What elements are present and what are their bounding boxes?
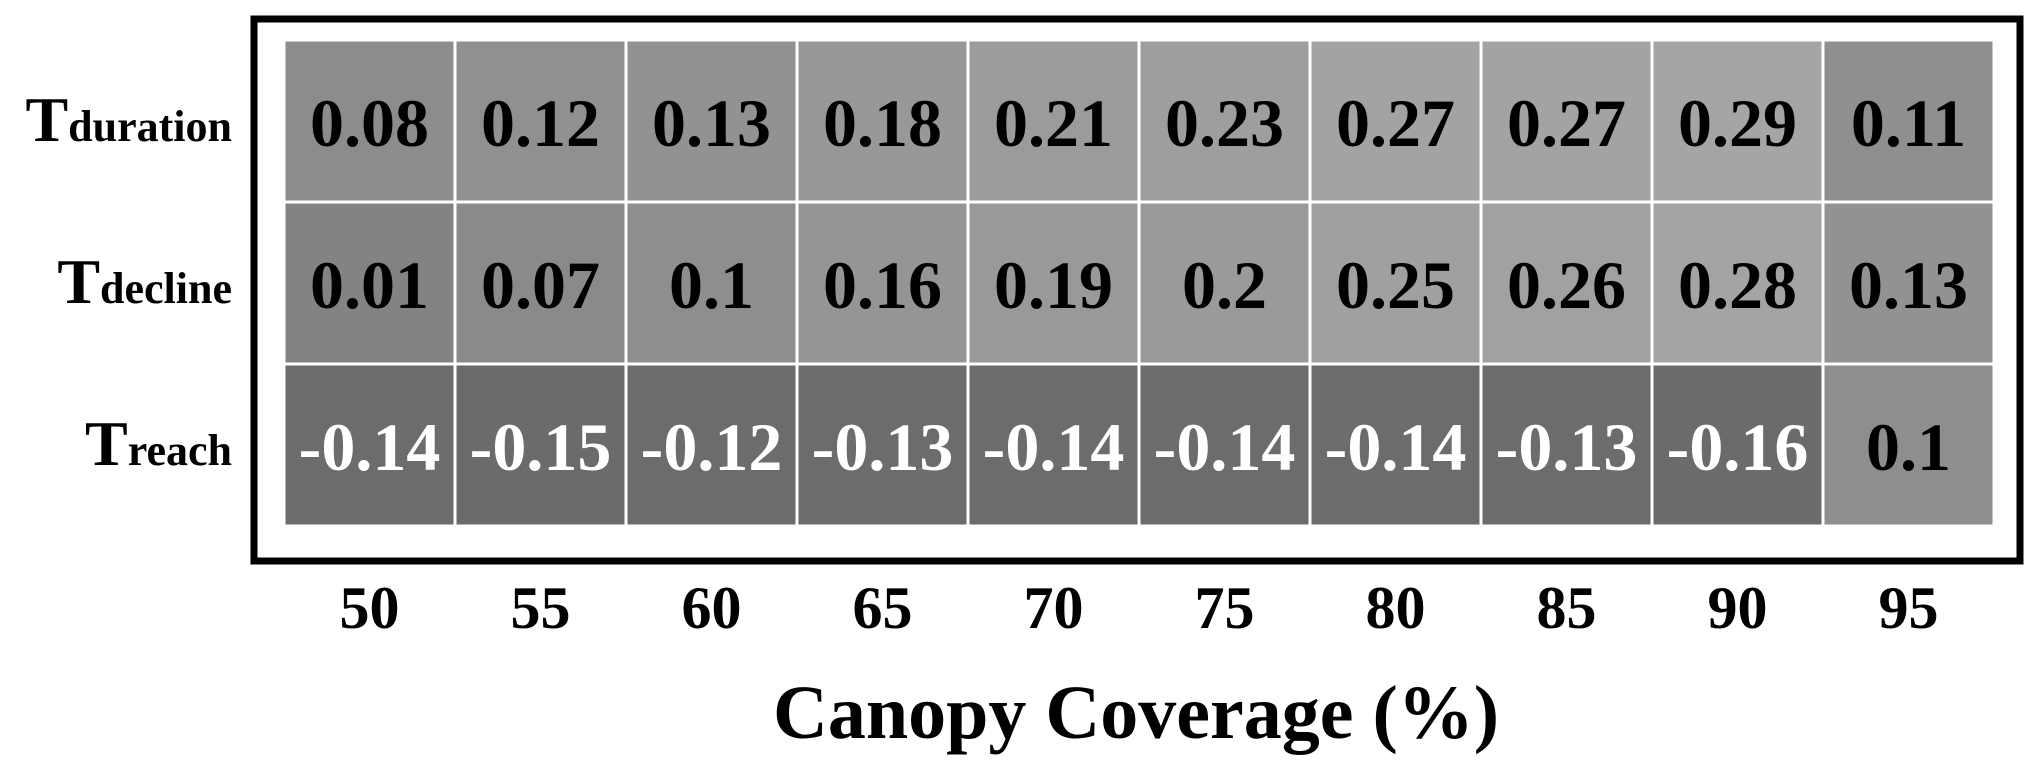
heatmap-cell-decline-65 bbox=[795, 200, 970, 366]
row-label-subscript: duration bbox=[68, 102, 232, 151]
heatmap-cell-label-decline-65: 0.16 bbox=[823, 247, 942, 323]
heatmap-cell-decline-95 bbox=[1821, 200, 1996, 366]
heatmap-cell-duration-60 bbox=[624, 38, 799, 204]
heatmap-cell-label-decline-55: 0.07 bbox=[481, 247, 600, 323]
heatmap-cell-label-reach-65: -0.13 bbox=[812, 409, 954, 485]
heatmap-cell-label-duration-55: 0.12 bbox=[481, 85, 600, 161]
heatmap-cell-reach-85 bbox=[1479, 362, 1654, 528]
row-label-subscript: reach bbox=[128, 426, 232, 475]
column-tick-labels: 50 55 60 65 70 75 80 85 90 95 bbox=[340, 575, 1939, 641]
heatmap-cell-label-duration-60: 0.13 bbox=[652, 85, 771, 161]
heatmap-cell-reach-60 bbox=[624, 362, 799, 528]
heatmap-cell-label-decline-90: 0.28 bbox=[1678, 247, 1797, 323]
heatmap-cell-label-reach-55: -0.15 bbox=[470, 409, 612, 485]
heatmap-cell-label-duration-50: 0.08 bbox=[310, 85, 429, 161]
heatmap-cell-label-decline-75: 0.2 bbox=[1182, 247, 1267, 323]
heatmap-cell-decline-80 bbox=[1308, 200, 1483, 366]
column-tick-label-90: 90 bbox=[1708, 575, 1768, 641]
heatmap-cell-label-reach-60: -0.12 bbox=[641, 409, 783, 485]
heatmap-cell-label-duration-75: 0.23 bbox=[1165, 85, 1284, 161]
row-label-subscript: decline bbox=[100, 264, 232, 313]
heatmap-cell-reach-70 bbox=[966, 362, 1141, 528]
heatmap-cell-label-decline-50: 0.01 bbox=[310, 247, 429, 323]
heatmap-cell-decline-75 bbox=[1137, 200, 1312, 366]
column-tick-label-65: 65 bbox=[853, 575, 913, 641]
row-label-duration: Tduration bbox=[25, 84, 232, 155]
heatmap-cell-label-duration-80: 0.27 bbox=[1336, 85, 1455, 161]
column-tick-label-50: 50 bbox=[340, 575, 400, 641]
heatmap-cell-duration-85 bbox=[1479, 38, 1654, 204]
heatmap-cell-label-reach-50: -0.14 bbox=[299, 409, 441, 485]
heatmap-cell-label-reach-70: -0.14 bbox=[983, 409, 1125, 485]
heatmap-cell-reach-80 bbox=[1308, 362, 1483, 528]
heatmap-cell-label-reach-85: -0.13 bbox=[1496, 409, 1638, 485]
row-label-prefix: T bbox=[25, 84, 68, 155]
heatmap-cell-decline-85 bbox=[1479, 200, 1654, 366]
heatmap-cell-label-decline-85: 0.26 bbox=[1507, 247, 1626, 323]
row-label-prefix: T bbox=[85, 408, 128, 479]
heatmap-cell-label-reach-80: -0.14 bbox=[1325, 409, 1467, 485]
heatmap-cell-reach-55 bbox=[453, 362, 628, 528]
heatmap-cell-label-duration-70: 0.21 bbox=[994, 85, 1113, 161]
heatmap-cell-label-decline-60: 0.1 bbox=[669, 247, 754, 323]
heatmap-cell-duration-55 bbox=[453, 38, 628, 204]
column-tick-label-85: 85 bbox=[1537, 575, 1597, 641]
row-label-prefix: T bbox=[57, 246, 100, 317]
heatmap-cell-label-decline-95: 0.13 bbox=[1849, 247, 1968, 323]
x-axis-title: Canopy Coverage (%) bbox=[773, 671, 1499, 755]
column-tick-label-55: 55 bbox=[511, 575, 571, 641]
row-label-reach: Treach bbox=[85, 408, 232, 479]
heatmap-cell-label-duration-95: 0.11 bbox=[1851, 85, 1966, 161]
heatmap-cell-decline-55 bbox=[453, 200, 628, 366]
heatmap-cell-label-duration-85: 0.27 bbox=[1507, 85, 1626, 161]
heatmap-cell-reach-90 bbox=[1650, 362, 1825, 528]
heatmap-cell-reach-95 bbox=[1821, 362, 1996, 528]
heatmap-cell-decline-90 bbox=[1650, 200, 1825, 366]
column-tick-label-70: 70 bbox=[1024, 575, 1084, 641]
row-label-decline: Tdecline bbox=[57, 246, 232, 317]
heatmap-cell-labels: 0.08 0.12 0.13 0.18 0.21 0.23 0.27 0.27 0.29 0.11… bbox=[299, 85, 1968, 485]
heatmap-cell-duration-50 bbox=[282, 38, 457, 204]
column-tick-label-80: 80 bbox=[1366, 575, 1426, 641]
heatmap-cell-duration-75 bbox=[1137, 38, 1312, 204]
heatmap-cell-label-reach-75: -0.14 bbox=[1154, 409, 1296, 485]
heatmap-frame bbox=[250, 15, 2024, 565]
heatmap-cell-label-reach-95: 0.1 bbox=[1866, 409, 1951, 485]
column-tick-label-60: 60 bbox=[682, 575, 742, 641]
heatmap-cell-label-decline-70: 0.19 bbox=[994, 247, 1113, 323]
heatmap-cell-label-decline-80: 0.25 bbox=[1336, 247, 1455, 323]
heatmap-cell-label-duration-90: 0.29 bbox=[1678, 85, 1797, 161]
heatmap-cell-label-reach-90: -0.16 bbox=[1667, 409, 1809, 485]
heatmap-cells bbox=[282, 38, 1996, 528]
heatmap-cell-label-duration-65: 0.18 bbox=[823, 85, 942, 161]
heatmap-cell-duration-95 bbox=[1821, 38, 1996, 204]
column-tick-label-75: 75 bbox=[1195, 575, 1255, 641]
column-tick-label-95: 95 bbox=[1879, 575, 1939, 641]
heatmap-cell-reach-50 bbox=[282, 362, 457, 528]
